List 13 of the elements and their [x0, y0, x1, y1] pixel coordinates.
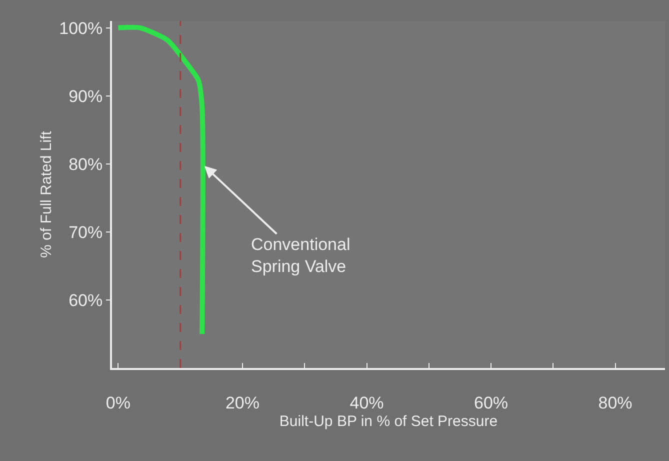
y-tick-label: 80% [68, 154, 103, 174]
y-tick-label: 90% [68, 86, 103, 106]
x-axis-title: Built-Up BP in % of Set Pressure [279, 412, 498, 430]
x-tick-label: 80% [598, 393, 632, 412]
x-tick-label: 40% [350, 393, 384, 412]
x-tick-label: 60% [474, 393, 508, 412]
x-tick-label: 20% [225, 393, 260, 412]
y-tick-label: 70% [68, 222, 103, 242]
y-tick-label: 100% [59, 18, 103, 38]
x-tick-label: 0% [106, 393, 130, 412]
annotation: Conventional Spring Valve [251, 235, 350, 276]
y-axis-title: % of Full Rated Lift [38, 130, 55, 258]
y-tick-label: 60% [68, 290, 103, 310]
